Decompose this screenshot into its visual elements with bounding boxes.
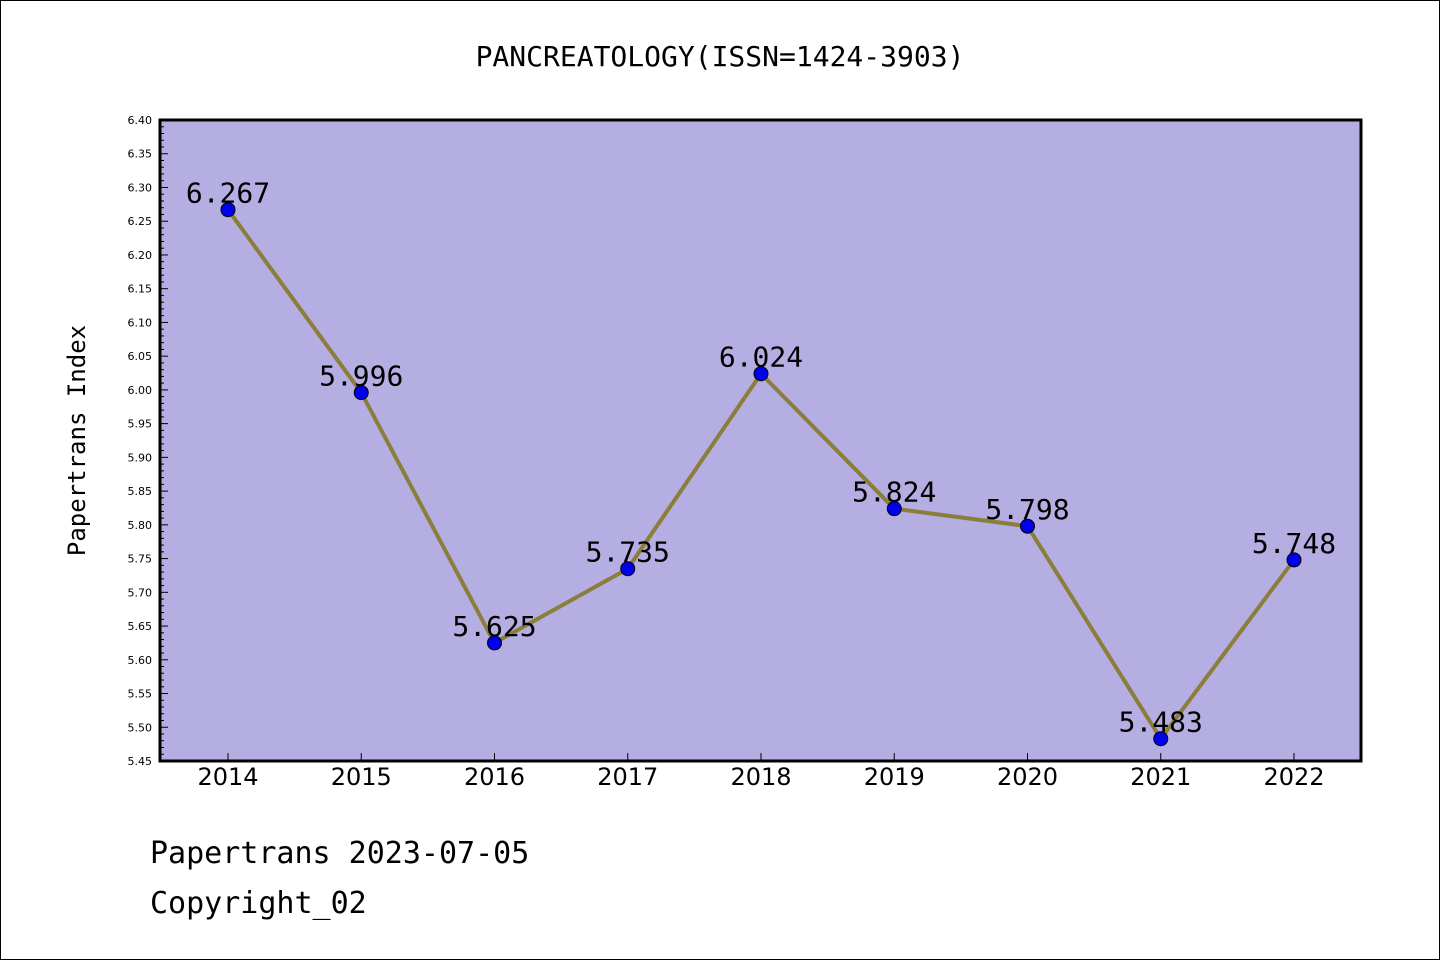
data-label: 6.024	[719, 341, 803, 374]
data-label: 5.625	[452, 610, 536, 643]
data-point	[1020, 518, 1035, 534]
footer-date: Papertrans 2023-07-05	[150, 836, 529, 871]
y-tick-label: 6.15	[128, 283, 153, 296]
data-label: 5.824	[852, 476, 936, 509]
y-tick-label: 5.65	[128, 620, 153, 633]
data-label: 5.996	[319, 360, 403, 393]
x-tick-label: 2017	[597, 763, 658, 791]
y-tick-label: 5.80	[128, 519, 153, 532]
data-point	[353, 385, 369, 401]
data-label: 5.735	[586, 536, 670, 569]
data-point	[487, 635, 502, 651]
y-tick-label: 5.95	[128, 418, 153, 431]
y-tick-label: 6.40	[128, 114, 153, 127]
data-point	[620, 561, 636, 577]
y-tick-label: 6.05	[128, 350, 153, 363]
data-point	[220, 202, 236, 218]
data-label: 6.267	[186, 177, 270, 210]
series-layer: 6.267 5.996 5.625 5.735 6.024 5.824 5.798 5.483…	[186, 177, 1336, 747]
y-tick-label: 5.85	[128, 485, 153, 498]
x-tick-label: 2020	[997, 763, 1058, 791]
data-point	[753, 366, 769, 382]
x-tick-label: 2014	[197, 763, 258, 791]
y-tick-label: 6.30	[128, 181, 153, 194]
y-tick-label: 5.90	[128, 451, 153, 464]
x-tick-label: 2018	[730, 763, 791, 791]
data-point	[1286, 552, 1302, 568]
y-tick-label: 5.55	[128, 688, 153, 701]
data-label: 5.798	[985, 493, 1069, 526]
plot-area	[160, 120, 1361, 761]
y-axis-label: Papertrans Index	[63, 325, 91, 556]
x-tick-label: 2021	[1130, 763, 1191, 791]
y-tick-label: 6.35	[128, 148, 153, 161]
x-tick-label: 2022	[1263, 763, 1324, 791]
y-tick-label: 6.00	[128, 384, 153, 397]
y-tick-label: 5.50	[128, 721, 153, 734]
plot-border	[158, 118, 1363, 763]
y-tick-label: 5.75	[128, 553, 153, 566]
data-label: 5.483	[1119, 706, 1203, 739]
y-tick-label: 6.20	[128, 249, 153, 262]
x-tick-label: 2015	[331, 763, 392, 791]
chart-title: PANCREATOLOGY(ISSN=1424-3903)	[476, 40, 965, 73]
y-tick-label: 5.60	[128, 654, 153, 667]
x-tick-label: 2019	[864, 763, 925, 791]
y-tick-label: 5.45	[128, 755, 153, 768]
y-tick-label: 5.70	[128, 586, 153, 599]
data-point	[1153, 731, 1169, 747]
footer-copyright: Copyright_02	[150, 886, 367, 921]
y-tick-label: 6.25	[128, 215, 153, 228]
x-tick-label: 2016	[464, 763, 525, 791]
y-tick-label: 6.10	[128, 316, 153, 329]
data-point	[886, 501, 902, 517]
data-label: 5.748	[1252, 527, 1336, 560]
